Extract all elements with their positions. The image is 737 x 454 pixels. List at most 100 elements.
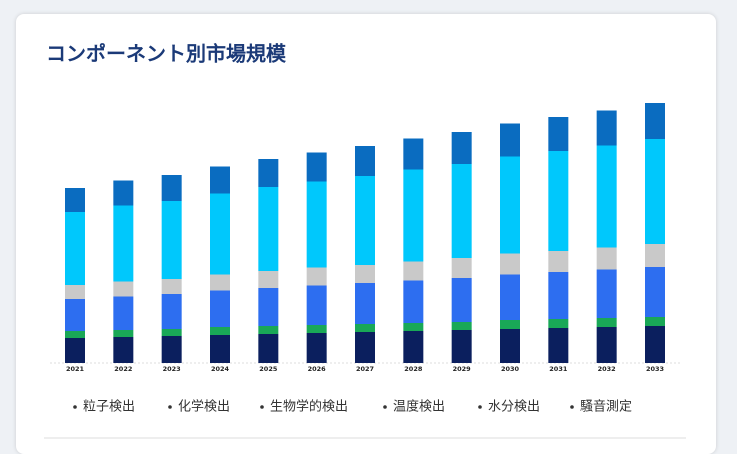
x-tick-label: 2030 [501,365,520,373]
bar-segment [306,333,327,363]
bar-segment [500,156,520,254]
bar-segment [596,110,617,146]
bar-segment [548,117,569,151]
bar-segment [113,330,134,337]
bar-segment [161,279,182,294]
bar-segment [548,272,569,319]
x-tick-label: 2032 [598,365,616,373]
bar-segment [645,244,665,267]
legend-label: 化学検出 [178,399,230,415]
page: コンポーネント別市場規模 2021 2022 2023 2024 2025 2026 202… [16,14,716,454]
chart-title: コンポーネント別市場規模 [46,42,287,66]
legend-label: 生物学的検出 [270,399,348,415]
bar-segment [306,152,327,182]
bar-segment [548,319,569,328]
x-tick-label: 2024 [211,365,230,373]
bar-segment [596,318,617,327]
bar-segment [258,288,279,326]
bar-segment [596,269,617,318]
bar-segment [258,271,279,288]
bar-segment [500,329,520,363]
legend-label: 粒子検出 [83,400,135,415]
bar-segment [451,278,472,322]
x-tick-label: 2022 [114,365,132,373]
bar-segment [403,261,424,281]
bar-segment [258,326,279,334]
bar-segment [645,317,665,326]
bar-segment [113,281,134,297]
bar-segment [210,193,230,275]
bar-segment [596,327,617,363]
bar-segment [355,265,375,283]
bar-segment [500,274,520,320]
bar-segment [500,320,520,329]
bar-segment [403,323,424,331]
bar-segment [451,258,472,278]
bar-segment [258,187,279,271]
bar-segment [403,138,424,170]
bar-segment [355,176,375,265]
legend-bullet [478,405,482,409]
bar-segment [500,253,520,275]
x-tick-label: 2026 [308,365,327,373]
x-tick-label: 2023 [163,365,181,373]
bar-segment [451,164,472,258]
bar-segment [403,331,424,363]
bar-segment [113,337,134,363]
bar-segment [161,294,182,329]
bar-segment [451,132,472,164]
bar-segment [210,166,230,194]
bar-segment [65,338,85,363]
bar-segment [65,188,85,212]
x-tick-label: 2033 [646,365,664,373]
legend-bullet [383,405,387,409]
bar-segment [451,330,472,363]
x-tick-label: 2031 [549,365,568,373]
bar-segment [596,145,617,248]
legend-bullet [570,405,574,409]
bar-segment [161,175,182,201]
bar-segment [596,247,617,270]
bar-segment [306,267,327,286]
bar-segment [113,180,134,206]
bar-segment [645,103,665,139]
bar-segment [65,299,85,331]
x-tick-label: 2029 [453,365,472,373]
chart: コンポーネント別市場規模 2021 2022 2023 2024 2025 2026 202… [44,42,686,439]
bar-segment [355,146,375,176]
bar-segment [645,139,665,244]
legend-label: 水分検出 [488,400,540,415]
bar-segment [210,327,230,335]
bar-segment [306,181,327,268]
bar-segment [548,251,569,272]
bar-segment [258,159,279,187]
legend-bullet [168,405,172,409]
bar-segment [403,169,424,262]
bar-segment [113,296,134,330]
legend-label: 騒音測定 [580,399,632,415]
bar-segment [113,205,134,282]
bar-segment [403,280,424,323]
legend-bullet [260,405,264,409]
x-tick-label: 2021 [66,365,85,373]
bar-segment [65,285,85,299]
x-tick-label: 2025 [259,365,278,373]
bar-segment [65,331,85,338]
bar-segment [548,151,569,251]
legend-bullet [73,405,77,409]
x-tick-label: 2028 [404,365,423,373]
bar-segment [65,212,85,285]
bar-segment [161,336,182,363]
bar-segment [306,285,327,325]
legend-label: 温度検出 [393,399,445,415]
bar-segment [161,201,182,279]
bar-segment [548,328,569,363]
bar-segment [355,332,375,363]
bar-segment [258,334,279,363]
bar-segment [210,274,230,291]
bar-segment [161,329,182,336]
bar-segment [645,326,665,363]
bar-segment [500,123,520,157]
bar-segment [355,324,375,332]
bar-segment [306,325,327,333]
